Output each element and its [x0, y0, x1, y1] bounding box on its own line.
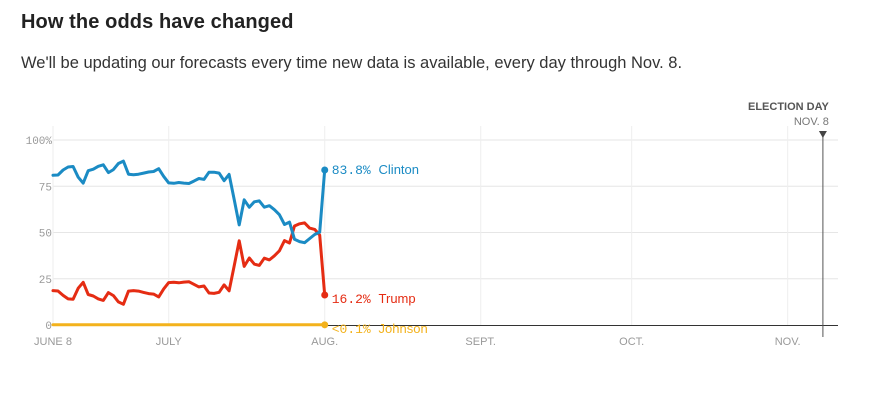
end-point-trump — [321, 291, 329, 299]
x-tick-label: NOV. — [775, 336, 801, 348]
y-tick-label: 25 — [39, 275, 52, 287]
end-label-value: 16.2% — [332, 292, 379, 307]
y-tick-label: 50 — [39, 229, 52, 241]
end-label-name: Trump — [379, 291, 416, 306]
election-day-date: NOV. 8 — [794, 116, 829, 128]
x-tick-label: AUG. — [311, 336, 338, 348]
series-line-trump — [51, 221, 327, 306]
series-line-clinton — [51, 159, 327, 245]
election-day-label: ELECTION DAY — [748, 101, 830, 113]
end-label-johnson: <0.1% Johnson — [332, 321, 428, 337]
end-label-name: Johnson — [379, 321, 428, 336]
x-tick-label: SEPT. — [465, 336, 496, 348]
x-tick-label: JUNE 8 — [34, 336, 72, 348]
end-point-johnson — [321, 321, 329, 329]
election-day-marker — [818, 131, 827, 138]
end-label-value: 83.8% — [332, 163, 379, 178]
end-label-value: <0.1% — [332, 322, 379, 337]
end-label-trump: 16.2% Trump — [332, 291, 416, 307]
y-tick-label: 0 — [45, 321, 52, 333]
y-tick-label: 100% — [26, 136, 53, 148]
end-point-clinton — [321, 166, 329, 174]
x-tick-label: JULY — [156, 336, 183, 348]
x-tick-label: OCT. — [619, 336, 644, 348]
end-label-clinton: 83.8% Clinton — [332, 162, 419, 178]
y-tick-label: 75 — [39, 182, 52, 194]
end-label-name: Clinton — [379, 162, 419, 177]
chart-subtitle: We'll be updating our forecasts every ti… — [21, 54, 683, 72]
chart-title: How the odds have changed — [21, 11, 294, 33]
